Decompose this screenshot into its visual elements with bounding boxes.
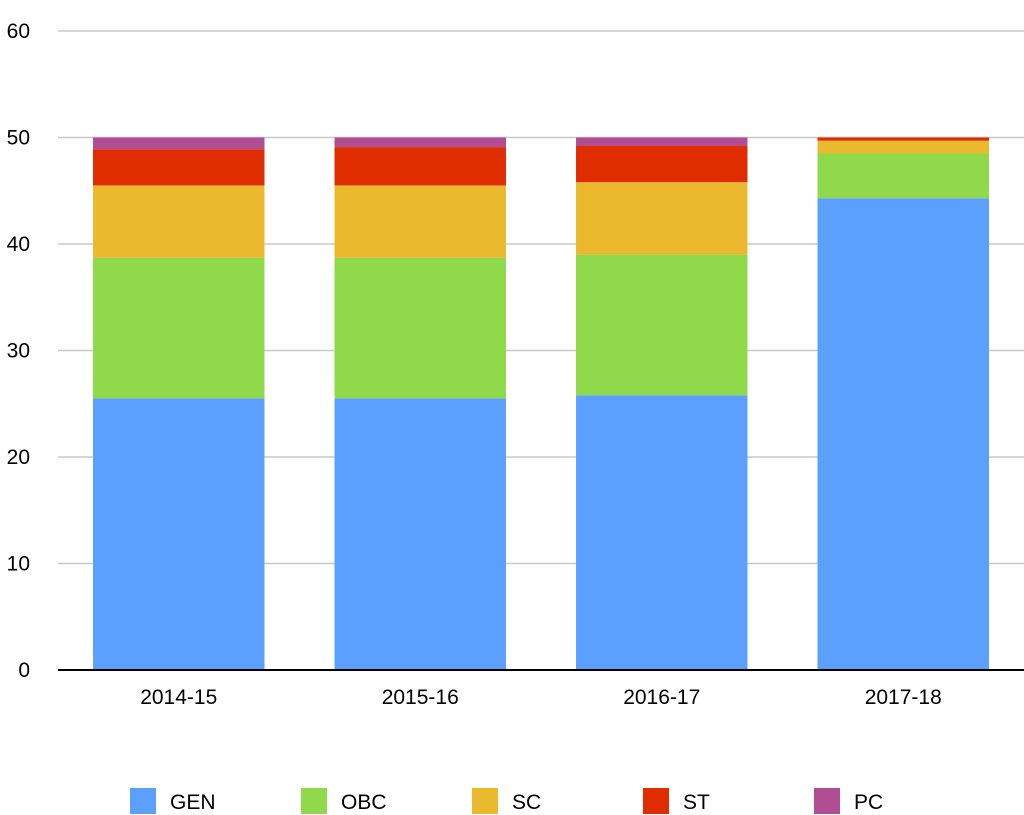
bar-segment-st-2015-16 <box>334 147 506 186</box>
y-tick-label: 60 <box>7 20 30 43</box>
bar-segment-obc-2016-17 <box>576 254 748 396</box>
legend-swatch-sc <box>472 788 498 814</box>
bar-segment-sc-2016-17 <box>576 182 748 255</box>
bars <box>93 137 989 670</box>
bar-segment-sc-2014-15 <box>93 185 265 258</box>
y-tick-label: 30 <box>7 340 30 363</box>
legend-label-pc: PC <box>854 791 883 814</box>
bar-segment-gen-2016-17 <box>576 395 748 670</box>
legend: GEN OBC SC ST PC <box>130 788 883 814</box>
legend-label-obc: OBC <box>341 791 387 814</box>
legend-label-sc: SC <box>512 791 541 814</box>
y-tick-label: 0 <box>18 659 30 682</box>
bar-segment-sc-2017-18 <box>817 140 989 154</box>
legend-swatch-gen <box>130 788 156 814</box>
x-tick-label: 2014-15 <box>140 686 217 709</box>
bar-segment-gen-2014-15 <box>93 398 265 670</box>
x-tick-label: 2015-16 <box>382 686 459 709</box>
y-tick-label: 40 <box>7 233 30 256</box>
bar-segment-pc-2016-17 <box>576 137 748 147</box>
bar-segment-obc-2017-18 <box>817 153 989 199</box>
bar-segment-st-2016-17 <box>576 146 748 183</box>
bar-segment-obc-2015-16 <box>334 257 506 399</box>
bar-segment-obc-2014-15 <box>93 257 265 399</box>
legend-swatch-obc <box>301 788 327 814</box>
legend-label-gen: GEN <box>170 791 216 814</box>
legend-label-st: ST <box>683 791 710 814</box>
bar-segment-st-2017-18 <box>817 137 989 141</box>
y-tick-label: 20 <box>7 446 30 469</box>
legend-swatch-pc <box>814 788 840 814</box>
legend-swatch-st <box>643 788 669 814</box>
x-tick-label: 2016-17 <box>623 686 700 709</box>
x-tick-label: 2017-18 <box>865 686 942 709</box>
bar-segment-sc-2015-16 <box>334 185 506 258</box>
bar-segment-pc-2015-16 <box>334 137 506 148</box>
bar-segment-pc-2014-15 <box>93 137 265 150</box>
bar-segment-st-2014-15 <box>93 149 265 186</box>
bar-segment-gen-2017-18 <box>817 198 989 670</box>
y-tick-label: 50 <box>7 127 30 150</box>
bar-segment-gen-2015-16 <box>334 398 506 670</box>
y-tick-label: 10 <box>7 553 30 576</box>
y-tick-labels: 0 10 20 30 40 50 60 <box>7 20 30 682</box>
x-tick-labels: 2014-15 2015-16 2016-17 2017-18 <box>140 686 942 709</box>
